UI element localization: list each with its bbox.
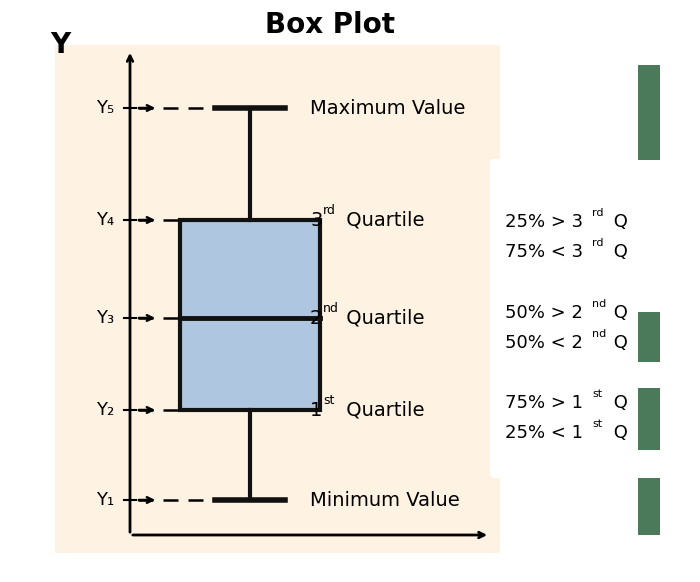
Text: Quartile: Quartile <box>340 211 424 229</box>
Text: st: st <box>323 393 335 406</box>
Text: Q: Q <box>608 424 628 442</box>
Text: 25% > 3: 25% > 3 <box>505 213 583 231</box>
Text: Q: Q <box>608 213 628 231</box>
Bar <box>638 478 660 535</box>
Text: Quartile: Quartile <box>340 308 424 328</box>
Text: 75% > 1: 75% > 1 <box>505 394 583 412</box>
Text: Q: Q <box>608 334 628 352</box>
Text: Q: Q <box>608 304 628 322</box>
Text: Y₂: Y₂ <box>96 401 114 419</box>
Text: nd: nd <box>592 329 606 339</box>
Text: 50% > 2: 50% > 2 <box>505 304 583 322</box>
Text: 75% < 3: 75% < 3 <box>505 243 583 261</box>
FancyBboxPatch shape <box>490 357 643 478</box>
Text: 3: 3 <box>310 211 323 229</box>
Text: 25% < 1: 25% < 1 <box>505 424 583 442</box>
Text: 1: 1 <box>310 400 323 420</box>
Text: 50% < 2: 50% < 2 <box>505 334 583 352</box>
Bar <box>55 45 500 553</box>
Text: Q: Q <box>608 243 628 261</box>
Bar <box>120 55 485 535</box>
Text: 2: 2 <box>310 308 323 328</box>
Bar <box>638 65 660 160</box>
Text: st: st <box>592 419 602 429</box>
Text: nd: nd <box>592 299 606 309</box>
Text: rd: rd <box>592 208 603 218</box>
Text: Y₁: Y₁ <box>96 491 114 509</box>
Bar <box>638 388 660 450</box>
Text: Y₃: Y₃ <box>96 309 114 327</box>
Bar <box>638 312 660 362</box>
Text: Maximum Value: Maximum Value <box>310 98 466 118</box>
Text: Q: Q <box>608 394 628 412</box>
FancyBboxPatch shape <box>490 267 643 388</box>
Text: Y₅: Y₅ <box>96 99 114 117</box>
Text: rd: rd <box>592 238 603 248</box>
Text: Quartile: Quartile <box>340 400 424 420</box>
Text: nd: nd <box>323 301 339 314</box>
Text: Y: Y <box>50 31 70 59</box>
Text: Minimum Value: Minimum Value <box>310 491 460 509</box>
Bar <box>180 220 320 410</box>
Text: st: st <box>592 389 602 399</box>
Text: Y₄: Y₄ <box>96 211 114 229</box>
Text: Box Plot: Box Plot <box>265 11 395 39</box>
FancyBboxPatch shape <box>490 159 643 313</box>
Text: rd: rd <box>323 204 336 217</box>
